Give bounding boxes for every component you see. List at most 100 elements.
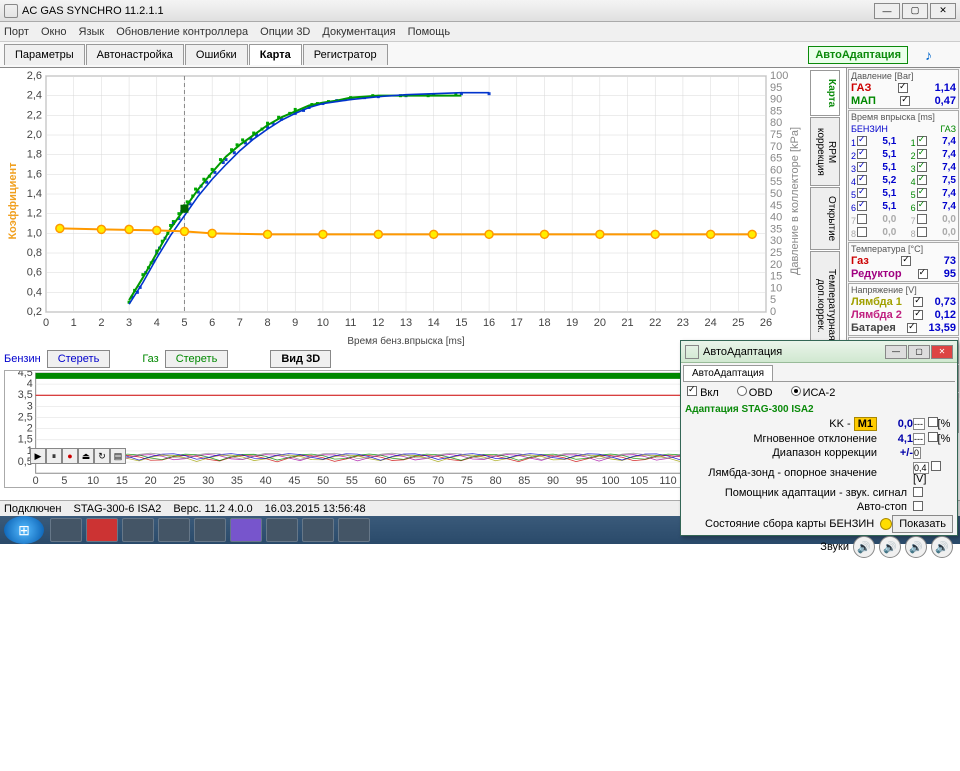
tuning-fork-icon[interactable]: ♪	[925, 47, 932, 63]
rec-eject-icon[interactable]: ⏏	[78, 448, 94, 464]
svg-text:90: 90	[770, 94, 782, 106]
menu-port[interactable]: Порт	[4, 26, 29, 38]
status-date: 16.03.2015 13:56:48	[265, 503, 366, 515]
dlg-cb3[interactable]	[931, 461, 941, 471]
dlg-radio-obd[interactable]	[737, 386, 747, 396]
sound-btn-2[interactable]: 🔊	[879, 536, 901, 558]
dlg-cb2[interactable]	[928, 432, 938, 442]
taskbar-opera-icon[interactable]	[86, 518, 118, 542]
side-tab-map[interactable]: Карта	[810, 70, 840, 116]
window-buttons: — ▢ ✕	[874, 3, 956, 19]
show-button[interactable]: Показать	[892, 515, 953, 533]
rp-map-cb[interactable]	[900, 96, 910, 106]
kk-value: 0,0	[883, 418, 913, 430]
rp-gas-val: 1,14	[935, 82, 956, 94]
rp-l2-cb[interactable]	[913, 310, 923, 320]
range-value: +/-	[883, 447, 913, 459]
dlg-tab-autoadapt[interactable]: АвтоАдаптация	[683, 365, 773, 381]
tab-recorder[interactable]: Регистратор	[303, 44, 388, 65]
autoadapt-button[interactable]: АвтоАдаптация	[808, 46, 908, 64]
rp-gas-label: ГАЗ	[851, 82, 871, 94]
start-button[interactable]: ⊞	[4, 516, 44, 544]
rp-map-val: 0,47	[935, 95, 956, 107]
tab-params[interactable]: Параметры	[4, 44, 85, 65]
svg-text:100: 100	[602, 475, 620, 487]
close-button[interactable]: ✕	[930, 3, 956, 19]
svg-text:4: 4	[154, 317, 160, 329]
svg-text:15: 15	[116, 475, 128, 487]
benzin-erase-button[interactable]: Стереть	[47, 350, 111, 368]
svg-text:60: 60	[375, 475, 387, 487]
svg-text:8: 8	[264, 317, 270, 329]
dlg-cb5[interactable]	[913, 501, 923, 511]
tab-autotune[interactable]: Автонастройка	[86, 44, 184, 65]
svg-text:40: 40	[770, 212, 782, 224]
dlg-min-button[interactable]: —	[885, 345, 907, 359]
dlg-cb1[interactable]	[928, 417, 938, 427]
side-tab-rpm[interactable]: RPM коррекция	[810, 117, 840, 186]
sound-btn-4[interactable]: 🔊	[931, 536, 953, 558]
rp-bat-val: 13,59	[928, 322, 956, 334]
rp-tred-cb[interactable]	[918, 269, 928, 279]
dlg-in2[interactable]: ---	[913, 433, 925, 445]
svg-text:3: 3	[126, 317, 132, 329]
sound-btn-1[interactable]: 🔊	[853, 536, 875, 558]
rec-loop-icon[interactable]: ↻	[94, 448, 110, 464]
rec-record-icon[interactable]: ●	[62, 448, 78, 464]
taskbar-phone-icon[interactable]	[194, 518, 226, 542]
sounds-label: Звуки	[820, 541, 849, 553]
dlg-max-button[interactable]: ▢	[908, 345, 930, 359]
dlg-cb4[interactable]	[913, 487, 923, 497]
minimize-button[interactable]: —	[874, 3, 900, 19]
svg-text:1,4: 1,4	[27, 188, 42, 200]
svg-text:14: 14	[428, 317, 440, 329]
rp-bat-cb[interactable]	[907, 323, 917, 333]
maximize-button[interactable]: ▢	[902, 3, 928, 19]
svg-text:110: 110	[659, 475, 676, 487]
rp-l1-cb[interactable]	[913, 297, 923, 307]
rec-settings-icon[interactable]: ▤	[110, 448, 126, 464]
taskbar-app-icon[interactable]	[338, 518, 370, 542]
menu-lang[interactable]: Язык	[79, 26, 105, 38]
rec-play-icon[interactable]: ▶	[30, 448, 46, 464]
rec-pause-icon[interactable]: ⏸	[46, 448, 62, 464]
menu-window[interactable]: Окно	[41, 26, 67, 38]
svg-text:1: 1	[71, 317, 77, 329]
svg-text:30: 30	[202, 475, 214, 487]
rp-tgas-cb[interactable]	[901, 256, 911, 266]
dlg-close-button[interactable]: ✕	[931, 345, 953, 359]
svg-text:1,6: 1,6	[27, 168, 42, 180]
autostop-label: Авто-стоп	[685, 501, 913, 513]
taskbar-tool-icon[interactable]	[158, 518, 190, 542]
dlg-in1[interactable]: ---	[913, 418, 925, 430]
dlg-enable-cb[interactable]	[687, 386, 697, 396]
menu-docs[interactable]: Документация	[322, 26, 395, 38]
mapstate-label: Состояние сбора карты БЕНЗИН	[685, 518, 880, 530]
svg-text:0: 0	[33, 475, 39, 487]
taskbar-explorer-icon[interactable]	[266, 518, 298, 542]
svg-text:9: 9	[292, 317, 298, 329]
taskbar-ie-icon[interactable]	[50, 518, 82, 542]
tab-map[interactable]: Карта	[249, 44, 302, 65]
menu-help[interactable]: Помощь	[408, 26, 451, 38]
dlg-radio-isa2[interactable]	[791, 386, 801, 396]
gas-label: Газ	[142, 353, 158, 365]
taskbar-calc-icon[interactable]	[122, 518, 154, 542]
dlg-in3[interactable]: 0	[913, 447, 921, 459]
sound-btn-3[interactable]: 🔊	[905, 536, 927, 558]
side-tab-open[interactable]: Открытие	[810, 187, 840, 250]
svg-text:17: 17	[511, 317, 523, 329]
tab-errors[interactable]: Ошибки	[185, 44, 248, 65]
view-3d-button[interactable]: Вид 3D	[270, 350, 331, 368]
rp-gas-cb[interactable]	[898, 83, 908, 93]
taskbar-pics-icon[interactable]	[302, 518, 334, 542]
recorder-controls: ▶ ⏸ ● ⏏ ↻ ▤	[30, 448, 126, 464]
svg-text:100: 100	[770, 70, 788, 82]
taskbar-viber-icon[interactable]	[230, 518, 262, 542]
svg-text:5: 5	[770, 294, 776, 306]
svg-text:85: 85	[770, 105, 782, 117]
menu-update[interactable]: Обновление контроллера	[116, 26, 248, 38]
menu-3d[interactable]: Опции 3D	[260, 26, 310, 38]
window-titlebar: AC GAS SYNCHRO 11.2.1.1 — ▢ ✕	[0, 0, 960, 22]
gas-erase-button[interactable]: Стереть	[165, 350, 229, 368]
